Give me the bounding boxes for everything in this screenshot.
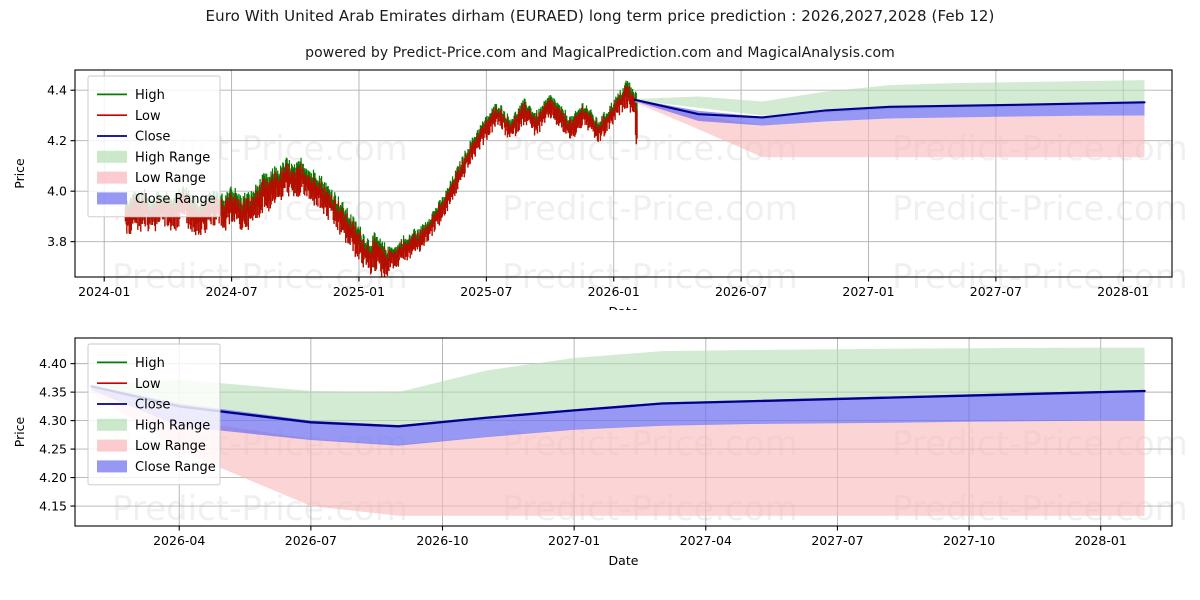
legend-item[interactable]: Low bbox=[97, 377, 161, 392]
x-tick-label: 2026-01 bbox=[588, 284, 640, 299]
legend-label: Close bbox=[135, 398, 170, 413]
plot-area bbox=[124, 80, 1146, 277]
watermark-text: Predict-Price.com bbox=[892, 189, 1188, 229]
legend-swatch-patch bbox=[97, 150, 127, 163]
x-tick-label: 2027-07 bbox=[811, 533, 863, 548]
low-range-band bbox=[91, 388, 1145, 516]
y-tick-label: 4.40 bbox=[39, 356, 67, 371]
x-tick-label: 2025-07 bbox=[460, 284, 512, 299]
close-range-band bbox=[91, 385, 1145, 446]
y-tick-label: 4.20 bbox=[39, 470, 67, 485]
page-subtitle: powered by Predict-Price.com and Magical… bbox=[305, 45, 895, 61]
close-forecast-line bbox=[90, 385, 1146, 428]
legend-label: Low Range bbox=[135, 171, 206, 186]
legend-label: Close Range bbox=[135, 460, 216, 475]
y-tick-label: 3.8 bbox=[47, 234, 67, 249]
legend-label: High Range bbox=[135, 418, 210, 433]
x-tick-label: 2027-04 bbox=[680, 533, 732, 548]
overview-legend: High Low Close High Range Low Range Close Ran… bbox=[87, 75, 221, 218]
legend-item[interactable]: Close Range bbox=[97, 460, 216, 475]
high-range-band bbox=[91, 347, 1145, 427]
x-axis-title: Date bbox=[609, 304, 639, 310]
y-tick-label: 4.4 bbox=[47, 83, 67, 98]
x-axis-title: Date bbox=[609, 553, 639, 568]
legend-label: High Range bbox=[135, 150, 210, 165]
y-tick-label: 4.25 bbox=[39, 441, 67, 456]
low-range-band bbox=[634, 100, 1145, 158]
watermark-text: Predict-Price.com bbox=[502, 189, 798, 229]
legend-item[interactable]: Low Range bbox=[97, 439, 206, 454]
legend-label: Close Range bbox=[135, 192, 216, 207]
legend-swatch-patch bbox=[97, 192, 127, 205]
legend-label: Close bbox=[135, 130, 170, 145]
legend-item[interactable]: High Range bbox=[97, 150, 210, 165]
legend-item[interactable]: Low bbox=[97, 109, 161, 124]
x-tick-label: 2027-01 bbox=[548, 533, 600, 548]
y-axis-title: Price bbox=[12, 158, 27, 189]
x-tick-label: 2027-07 bbox=[970, 284, 1022, 299]
legend-label: Low Range bbox=[135, 439, 206, 454]
overview-chart: Predict-Price.com Predict-Price.comPredic… bbox=[12, 69, 1188, 310]
x-tick-label: 2026-04 bbox=[153, 533, 205, 548]
legend-swatch-patch bbox=[97, 171, 127, 184]
x-tick-label: 2028-01 bbox=[1075, 533, 1127, 548]
plot-area bbox=[90, 347, 1146, 516]
legend-label: Low bbox=[135, 109, 161, 124]
y-tick-label: 4.0 bbox=[47, 184, 67, 199]
forecast-detail-legend: High Low Close High Range Low Range Close Ran… bbox=[87, 343, 221, 486]
x-tick-label: 2026-07 bbox=[285, 533, 337, 548]
plot-frame bbox=[74, 337, 1173, 527]
forecast-detail-chart: Predict-Price.comPredict-Price.comPredic… bbox=[12, 337, 1188, 568]
legend-label: High bbox=[135, 356, 165, 371]
legend-item[interactable]: High bbox=[97, 356, 165, 371]
page-title: Euro With United Arab Emirates dirham (E… bbox=[205, 7, 995, 25]
legend-swatch-patch bbox=[97, 418, 127, 431]
close-forecast-line bbox=[633, 98, 1146, 119]
legend-item[interactable]: High bbox=[97, 88, 165, 103]
x-tick-label: 2025-01 bbox=[333, 284, 385, 299]
legend-label: High bbox=[135, 88, 165, 103]
axes: 4.15 4.20 4.25 4.30 4.35 4.40 2026-04 2026-07 20… bbox=[12, 356, 1127, 568]
x-tick-label: 2024-01 bbox=[78, 284, 130, 299]
legend-item[interactable]: Close bbox=[97, 130, 170, 145]
y-tick-label: 4.35 bbox=[39, 385, 67, 400]
x-tick-label: 2028-01 bbox=[1097, 284, 1149, 299]
y-tick-label: 4.15 bbox=[39, 498, 67, 513]
x-tick-label: 2024-07 bbox=[205, 284, 257, 299]
y-tick-label: 4.30 bbox=[39, 413, 67, 428]
x-tick-label: 2027-10 bbox=[943, 533, 995, 548]
legend-item[interactable]: Close bbox=[97, 398, 170, 413]
legend-item[interactable]: High Range bbox=[97, 418, 210, 433]
x-tick-label: 2026-07 bbox=[715, 284, 767, 299]
legend-label: Low bbox=[135, 377, 161, 392]
plot-frame bbox=[74, 69, 1173, 278]
legend-item[interactable]: Low Range bbox=[97, 171, 206, 186]
legend-item[interactable]: Close Range bbox=[97, 192, 216, 207]
x-tick-label: 2027-01 bbox=[842, 284, 894, 299]
legend-swatch-patch bbox=[97, 460, 127, 473]
legend-swatch-patch bbox=[97, 439, 127, 452]
x-tick-label: 2026-10 bbox=[416, 533, 468, 548]
y-axis-title: Price bbox=[12, 416, 27, 447]
axes: 3.8 4.0 4.2 4.4 2024-01 2024-07 2025-01 2025-07… bbox=[12, 83, 1149, 310]
high-range-band bbox=[634, 80, 1145, 116]
y-tick-label: 4.2 bbox=[47, 133, 67, 148]
